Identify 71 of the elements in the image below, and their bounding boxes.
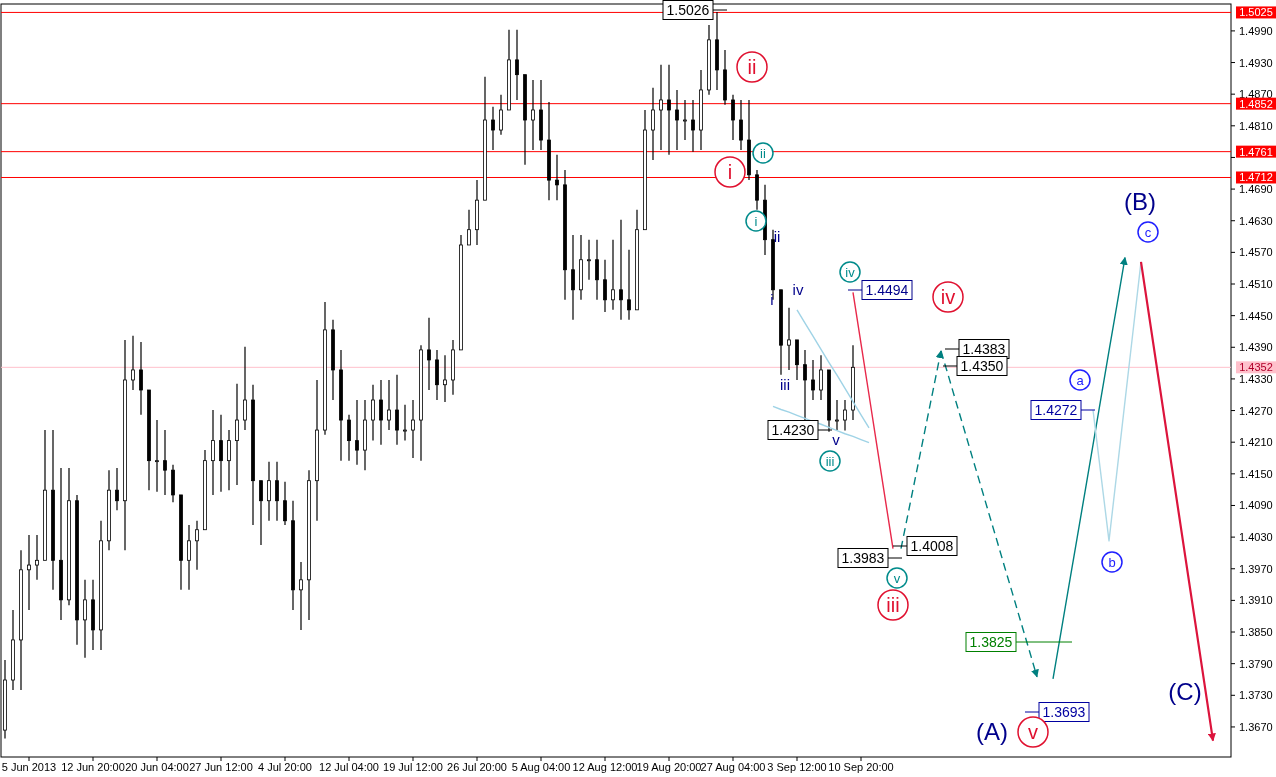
- y-tick-label: 1.3790: [1239, 657, 1273, 670]
- annotation: ii: [747, 56, 757, 78]
- annotation: c: [1144, 224, 1152, 240]
- annotation: 1.4383: [962, 341, 1006, 357]
- annotation: iv: [792, 281, 804, 299]
- y-tick-label: 1.3910: [1239, 594, 1273, 607]
- annotation: i: [754, 213, 758, 229]
- annotation: ii: [760, 145, 766, 161]
- annotation: 1.3983: [841, 550, 885, 566]
- y-tick-label: 1.4150: [1239, 467, 1273, 480]
- x-tick-label: 27 Aug 04:00: [700, 761, 766, 773]
- ref-line-label: 1.4761: [1239, 145, 1273, 158]
- x-tick-label: 3 Sep 12:00: [767, 761, 827, 773]
- x-tick-label: 10 Sep 20:00: [828, 761, 894, 773]
- x-tick-label: 19 Aug 20:00: [636, 761, 702, 773]
- y-tick-label: 1.3850: [1239, 626, 1273, 639]
- ref-line-label: 1.4712: [1239, 171, 1273, 184]
- y-tick-label: 1.4810: [1239, 119, 1273, 132]
- annotation: 1.3693: [1042, 704, 1086, 720]
- y-tick-label: 1.4270: [1239, 404, 1273, 417]
- ref-line-label: 1.5025: [1239, 6, 1273, 19]
- annotation: v: [832, 431, 841, 449]
- annotation: a: [1076, 372, 1085, 388]
- annotation: i: [727, 161, 733, 183]
- annotation: (A): [976, 718, 1008, 746]
- x-tick-label: 5 Aug 04:00: [511, 761, 571, 773]
- annotation: ii: [773, 228, 781, 246]
- annotation: b: [1108, 554, 1116, 570]
- y-tick-label: 1.4450: [1239, 309, 1273, 322]
- y-tick-label: 1.4570: [1239, 246, 1273, 259]
- y-tick-label: 1.4210: [1239, 436, 1273, 449]
- y-tick-label: 1.4990: [1239, 24, 1273, 37]
- annotation: 1.4350: [960, 358, 1004, 374]
- x-tick-label: 19 Jul 12:00: [383, 761, 443, 773]
- annotation: v: [1028, 721, 1038, 743]
- ref-line-label: 1.4852: [1239, 97, 1273, 110]
- annotation: (C): [1168, 678, 1202, 706]
- y-tick-label: 1.3670: [1239, 720, 1273, 733]
- annotation: 1.3825: [969, 634, 1013, 650]
- annotation: iv: [845, 264, 856, 280]
- x-tick-label: 12 Jun 20:00: [61, 761, 125, 773]
- x-tick-label: 5 Jun 2013: [1, 761, 57, 773]
- y-tick-label: 1.3730: [1239, 689, 1273, 702]
- annotation: iii: [886, 594, 900, 616]
- annotation: v: [893, 570, 901, 586]
- annotation: 1.4230: [771, 422, 815, 438]
- x-tick-label: 12 Aug 12:00: [572, 761, 638, 773]
- annotation: 1.4008: [910, 538, 954, 554]
- x-tick-label: 27 Jun 12:00: [189, 761, 253, 773]
- y-tick-label: 1.4330: [1239, 372, 1273, 385]
- annotation: iii: [825, 453, 835, 469]
- annotation: iii: [780, 376, 790, 394]
- y-tick-label: 1.4390: [1239, 341, 1273, 354]
- annotation: (B): [1124, 188, 1156, 216]
- y-tick-label: 1.4630: [1239, 214, 1273, 227]
- x-tick-label: 12 Jul 04:00: [319, 761, 379, 773]
- y-tick-label: 1.4690: [1239, 183, 1273, 196]
- y-tick-label: 1.4030: [1239, 531, 1273, 544]
- annotation: 1.5026: [666, 2, 710, 18]
- x-tick-label: 4 Jul 20:00: [258, 761, 312, 773]
- x-tick-label: 26 Jul 20:00: [447, 761, 507, 773]
- y-tick-label: 1.4090: [1239, 499, 1273, 512]
- annotation: 1.4272: [1034, 402, 1078, 418]
- y-tick-label: 1.4930: [1239, 56, 1273, 69]
- annotation: 1.4494: [865, 282, 909, 298]
- x-tick-label: 20 Jun 04:00: [125, 761, 189, 773]
- y-tick-label: 1.4510: [1239, 278, 1273, 290]
- y-tick-label: 1.3970: [1239, 562, 1273, 575]
- ref-line-label: 1.4352: [1239, 361, 1273, 374]
- annotation: iv: [940, 286, 956, 308]
- annotation: i: [770, 291, 774, 309]
